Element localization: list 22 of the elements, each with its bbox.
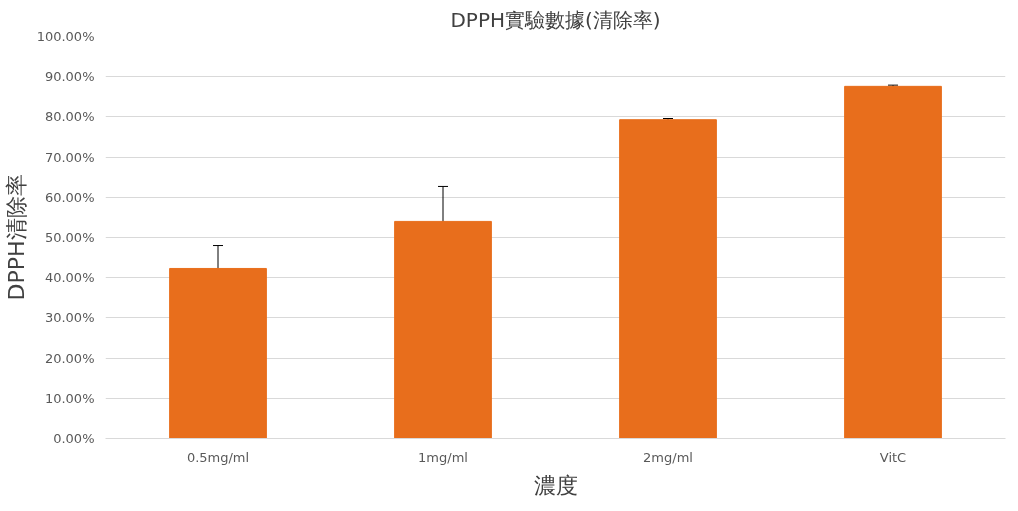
bar bbox=[619, 119, 717, 439]
y-tick-label: 80.00% bbox=[44, 109, 95, 125]
y-tick-label: 90.00% bbox=[44, 69, 95, 85]
x-axis-title: 濃度 bbox=[533, 472, 578, 498]
x-tick-label: 1mg/ml bbox=[418, 449, 468, 465]
y-tick-label: 60.00% bbox=[44, 189, 95, 205]
y-tick-label: 100.00% bbox=[36, 29, 95, 44]
x-tick-label: 0.5mg/ml bbox=[186, 449, 250, 465]
y-tick-label: 0.00% bbox=[53, 431, 95, 446]
y-tick-label: 20.00% bbox=[44, 350, 95, 366]
bar bbox=[394, 220, 492, 439]
y-tick-label: 30.00% bbox=[44, 310, 95, 326]
y-tick-label: 70.00% bbox=[44, 149, 95, 165]
y-tick-label: 50.00% bbox=[44, 230, 95, 245]
chart-title: DPPH實驗數據(清除率) bbox=[450, 7, 661, 32]
x-tick-label: 2mg/ml bbox=[643, 449, 693, 465]
bar bbox=[169, 267, 267, 439]
bar bbox=[844, 85, 942, 439]
y-tick-label: 10.00% bbox=[44, 390, 95, 406]
y-tick-label: 40.00% bbox=[44, 270, 95, 286]
x-tick-label: VitC bbox=[879, 449, 907, 465]
y-axis-title: DPPH清除率 bbox=[3, 174, 29, 301]
